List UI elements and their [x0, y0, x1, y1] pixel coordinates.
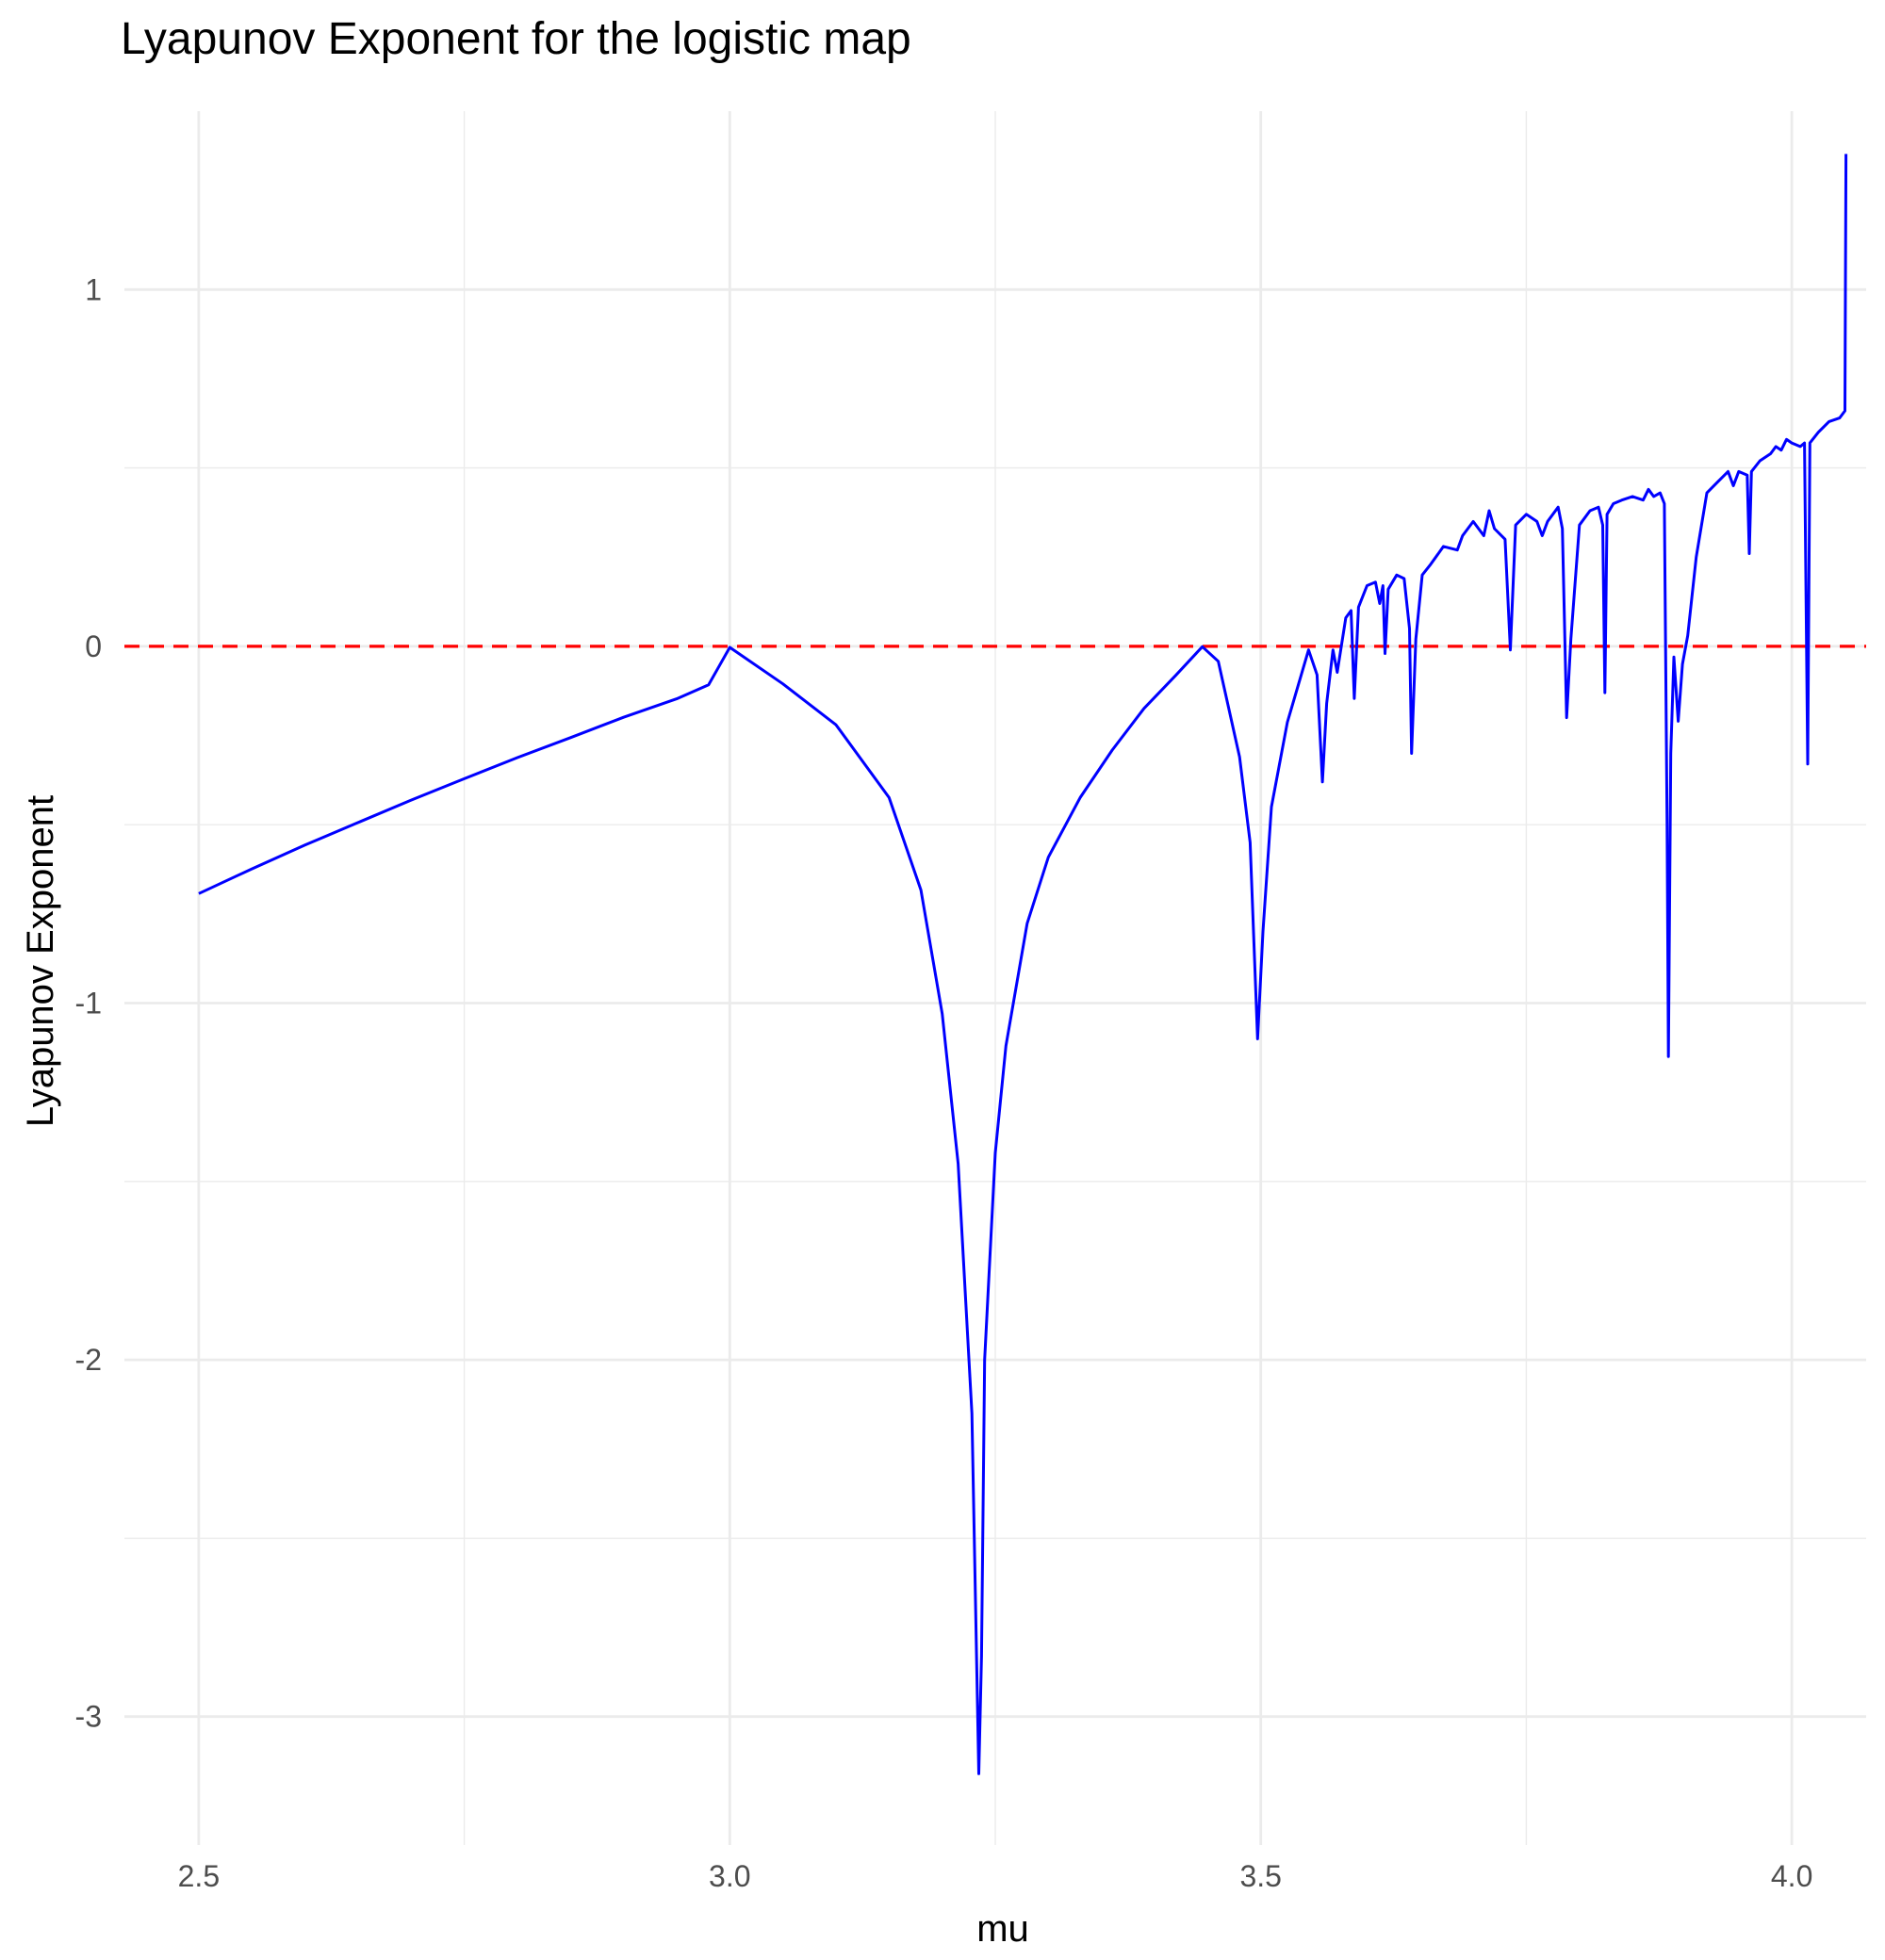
x-tick-labels: 2.5 3.0 3.5 4.0 [178, 1859, 1813, 1893]
y-tick-labels: -3 -2 -1 0 1 [75, 272, 102, 1733]
x-tick-label: 2.5 [178, 1859, 220, 1893]
y-tick-label: -3 [75, 1700, 102, 1734]
x-tick-label: 4.0 [1771, 1859, 1812, 1893]
y-tick-label: -1 [75, 987, 102, 1021]
series-group [198, 154, 1848, 1775]
y-tick-label: -2 [75, 1343, 102, 1377]
lyapunov-series-line [198, 154, 1848, 1775]
chart-title: Lyapunov Exponent for the logistic map [121, 14, 911, 64]
x-tick-label: 3.0 [709, 1859, 750, 1893]
x-axis-title: mu [976, 1908, 1029, 1950]
y-tick-label: 0 [85, 629, 102, 663]
y-tick-label: 1 [85, 272, 102, 306]
minor-gridlines [124, 111, 1866, 1845]
x-tick-label: 3.5 [1239, 1859, 1281, 1893]
y-axis-title: Lyapunov Exponent [20, 795, 61, 1127]
